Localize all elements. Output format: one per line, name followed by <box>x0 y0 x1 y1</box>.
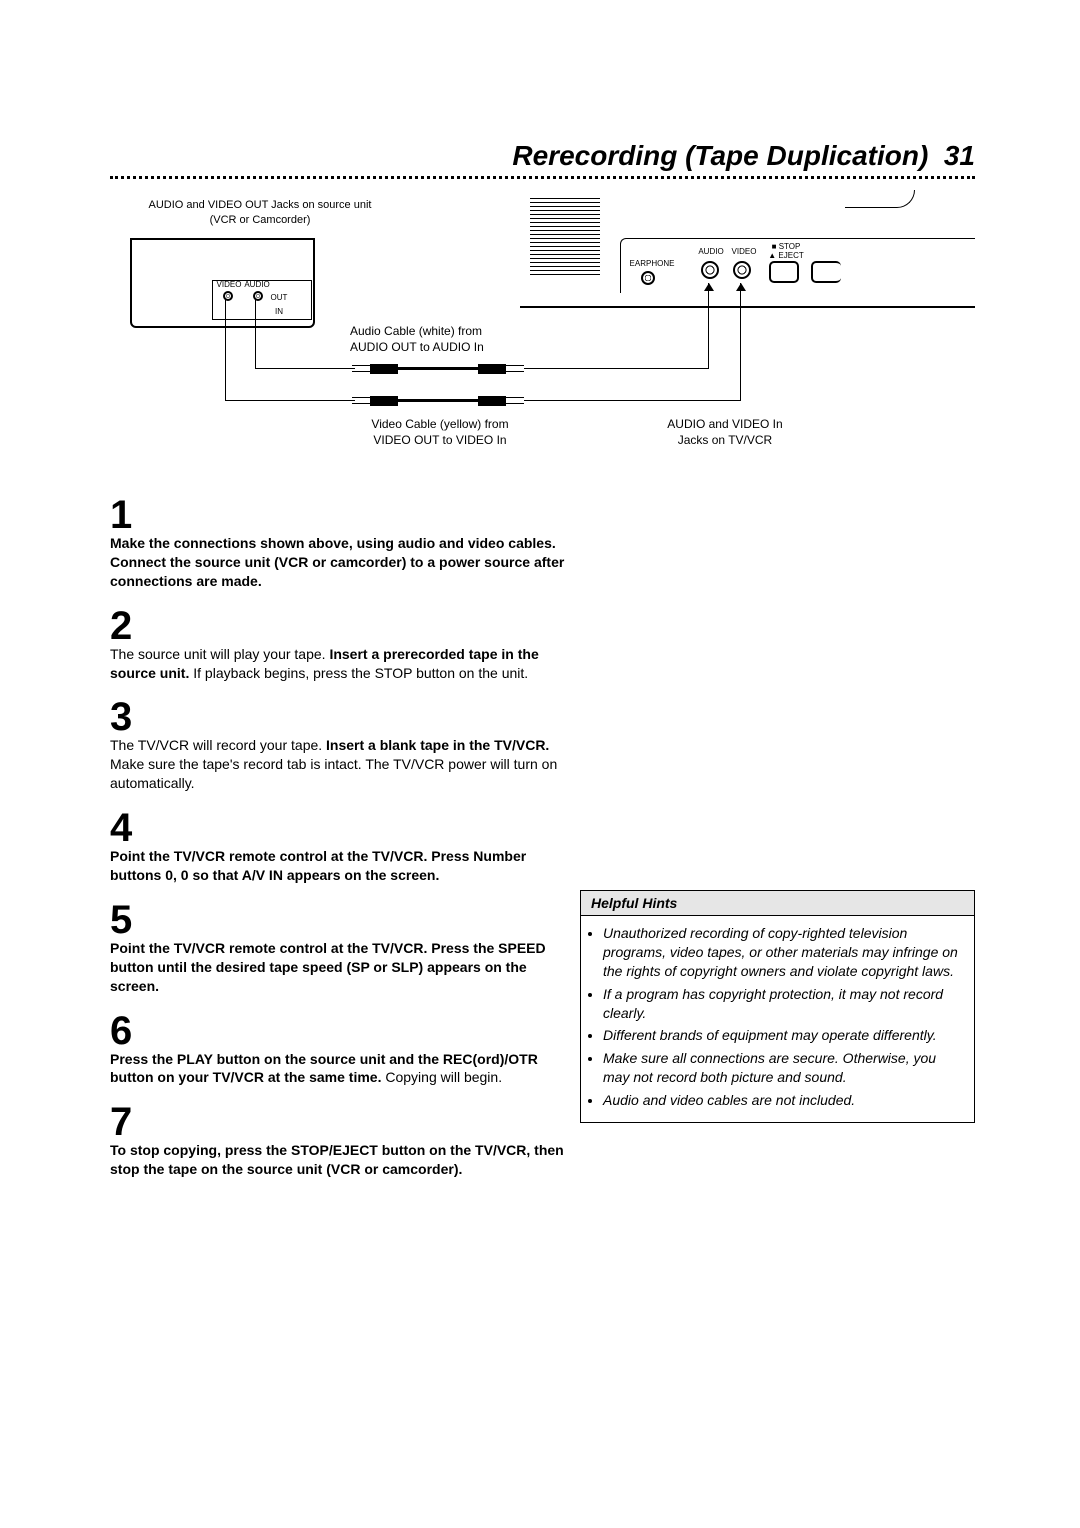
audio-wire-left-h <box>255 368 355 369</box>
stop-eject-label: ■ STOP ▲ EJECT <box>766 243 806 261</box>
source-jacks-label-l1: AUDIO and VIDEO OUT Jacks on source unit <box>149 199 372 211</box>
step-number: 2 <box>110 609 570 643</box>
step-7: 7 To stop copying, press the STOP/EJECT … <box>110 1105 570 1179</box>
hint-item: Different brands of equipment may operat… <box>603 1026 964 1045</box>
step-text: Make the connections shown above, using … <box>110 535 564 589</box>
audio-cable-label: Audio Cable (white) from AUDIO OUT to AU… <box>350 323 530 355</box>
step-suffix: Make sure the tape's record tab is intac… <box>110 756 557 791</box>
video-label: VIDEO <box>215 280 243 291</box>
audio-label: AUDIO <box>243 280 271 291</box>
vent-icon <box>530 198 600 278</box>
video-cable-l1: Video Cable (yellow) from <box>371 417 508 431</box>
earphone-label: EARPHONE <box>627 259 677 270</box>
step-suffix: Copying will begin. <box>381 1069 502 1085</box>
step-body: The source unit will play your tape. Ins… <box>110 645 570 683</box>
hint-item: Unauthorized recording of copy-righted t… <box>603 924 964 981</box>
step-number: 4 <box>110 811 570 845</box>
video-wire-left-h <box>225 400 355 401</box>
divider-dots <box>110 176 975 184</box>
step-3: 3 The TV/VCR will record your tape. Inse… <box>110 700 570 793</box>
step-prefix: The TV/VCR will record your tape. <box>110 737 326 753</box>
hint-item: If a program has copyright protection, i… <box>603 985 964 1023</box>
connection-diagram: AUDIO and VIDEO OUT Jacks on source unit… <box>110 188 975 468</box>
extra-button-icon <box>811 261 841 283</box>
stop-eject-button-icon <box>769 261 799 283</box>
step-body: Point the TV/VCR remote control at the T… <box>110 939 570 996</box>
audio-in-jack-icon <box>701 261 719 279</box>
audio-cable-l1: Audio Cable (white) from <box>350 324 482 338</box>
steps-list: 1 Make the connections shown above, usin… <box>110 498 570 1179</box>
title-text: Rerecording (Tape Duplication) <box>512 140 928 171</box>
step-body: Press the PLAY button on the source unit… <box>110 1050 570 1088</box>
video-arrow-icon <box>736 283 746 291</box>
hints-title: Helpful Hints <box>581 891 974 916</box>
tvvcr-jack-panel: EARPHONE AUDIO VIDEO ■ STOP ▲ EJECT <box>620 238 975 293</box>
video-cable-l2: VIDEO OUT to VIDEO In <box>373 433 506 447</box>
audio-cable-l2: AUDIO OUT to AUDIO In <box>350 340 484 354</box>
step-text: Point the TV/VCR remote control at the T… <box>110 940 546 994</box>
step-text: To stop copying, press the STOP/EJECT bu… <box>110 1142 564 1177</box>
earphone-jack-icon <box>641 271 655 285</box>
source-jacks-label-l2: (VCR or Camcorder) <box>210 214 311 226</box>
tvvcr-device-box: EARPHONE AUDIO VIDEO ■ STOP ▲ EJECT <box>520 188 975 308</box>
step-bold: Insert a blank tape in the TV/VCR. <box>326 737 549 753</box>
page-title: Rerecording (Tape Duplication) 31 <box>110 140 975 176</box>
step-2: 2 The source unit will play your tape. I… <box>110 609 570 683</box>
step-text: Point the TV/VCR remote control at the T… <box>110 848 526 883</box>
step-1: 1 Make the connections shown above, usin… <box>110 498 570 591</box>
audio-arrow-icon <box>704 283 714 291</box>
step-prefix: The source unit will play your tape. <box>110 646 329 662</box>
step-number: 6 <box>110 1014 570 1048</box>
hint-item: Make sure all connections are secure. Ot… <box>603 1049 964 1087</box>
out-label: OUT <box>268 293 290 304</box>
page-number: 31 <box>944 140 975 171</box>
page-content: Rerecording (Tape Duplication) 31 AUDIO … <box>110 140 975 1197</box>
step-body: Make the connections shown above, using … <box>110 534 570 591</box>
video-wire-right-v <box>740 283 741 401</box>
in-label: IN <box>268 307 290 318</box>
step-5: 5 Point the TV/VCR remote control at the… <box>110 903 570 996</box>
source-jacks-label: AUDIO and VIDEO OUT Jacks on source unit… <box>110 198 410 228</box>
tvvcr-audio-label: AUDIO <box>696 247 726 258</box>
video-wire-left-v <box>225 300 226 401</box>
step-6: 6 Press the PLAY button on the source un… <box>110 1014 570 1088</box>
hints-list: Unauthorized recording of copy-righted t… <box>581 916 974 1122</box>
audio-wire-left-v <box>255 300 256 369</box>
step-number: 1 <box>110 498 570 532</box>
step-body: The TV/VCR will record your tape. Insert… <box>110 736 570 793</box>
step-body: To stop copying, press the STOP/EJECT bu… <box>110 1141 570 1179</box>
tvvcr-video-label: VIDEO <box>729 247 759 258</box>
step-4: 4 Point the TV/VCR remote control at the… <box>110 811 570 885</box>
step-number: 3 <box>110 700 570 734</box>
source-jack-panel: VIDEO AUDIO OUT IN <box>212 280 312 320</box>
step-number: 7 <box>110 1105 570 1139</box>
audio-wire-right-h <box>524 368 709 369</box>
source-device-box: VIDEO AUDIO OUT IN <box>130 238 315 328</box>
video-wire-right-h <box>524 400 741 401</box>
step-suffix: If playback begins, press the STOP butto… <box>189 665 528 681</box>
tvvcr-curve-detail <box>845 190 915 208</box>
tvvcr-jacks-l2: Jacks on TV/VCR <box>678 433 772 447</box>
tvvcr-jacks-label: AUDIO and VIDEO In Jacks on TV/VCR <box>635 416 815 448</box>
helpful-hints-box: Helpful Hints Unauthorized recording of … <box>580 890 975 1123</box>
tvvcr-jacks-l1: AUDIO and VIDEO In <box>667 417 782 431</box>
video-cable-label: Video Cable (yellow) from VIDEO OUT to V… <box>345 416 535 448</box>
step-number: 5 <box>110 903 570 937</box>
video-in-jack-icon <box>733 261 751 279</box>
hint-item: Audio and video cables are not included. <box>603 1091 964 1110</box>
audio-wire-right-v <box>708 283 709 369</box>
step-body: Point the TV/VCR remote control at the T… <box>110 847 570 885</box>
